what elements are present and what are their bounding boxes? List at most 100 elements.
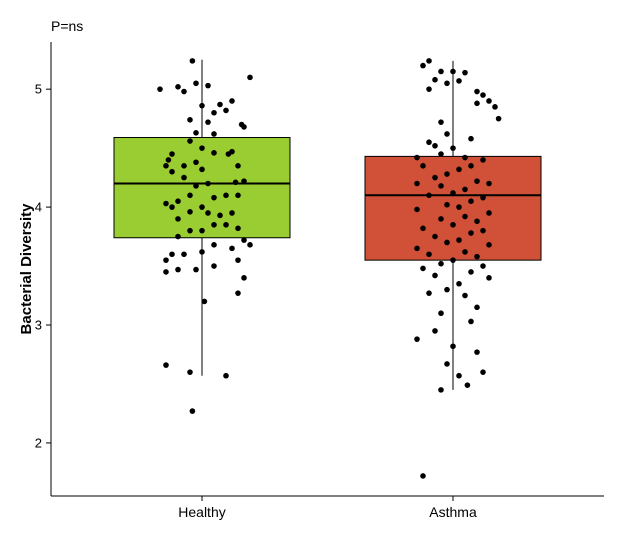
- healthy-point-42: [169, 204, 175, 210]
- asthma-point-49: [468, 230, 474, 236]
- healthy-point-49: [211, 221, 217, 228]
- asthma-point-21: [438, 151, 444, 157]
- asthma-point-52: [444, 239, 450, 246]
- healthy-point-36: [187, 192, 193, 199]
- healthy-point-64: [211, 263, 217, 269]
- asthma-point-43: [462, 213, 468, 220]
- asthma-point-10: [480, 92, 486, 98]
- asthma-point-9: [474, 88, 480, 95]
- boxes: [113, 59, 542, 390]
- asthma-point-42: [486, 210, 492, 216]
- healthy-point-72: [187, 369, 193, 375]
- asthma-point-56: [426, 251, 432, 258]
- healthy-point-7: [189, 58, 196, 64]
- healthy-point-63: [235, 257, 241, 263]
- x-tick-label-healthy: Healthy: [178, 504, 225, 520]
- healthy-point-9: [223, 107, 229, 114]
- healthy-point-74: [189, 408, 196, 414]
- healthy-point-10: [199, 102, 205, 109]
- asthma-point-80: [464, 382, 471, 388]
- p-value-annotation: P=ns: [51, 18, 83, 34]
- healthy-point-31: [181, 174, 187, 181]
- asthma-point-46: [450, 221, 456, 228]
- asthma-point-51: [456, 237, 462, 243]
- asthma-point-15: [438, 119, 444, 125]
- healthy-point-11: [211, 109, 217, 116]
- asthma-point-70: [438, 310, 444, 317]
- healthy-point-68: [241, 275, 247, 281]
- asthma-point-2: [438, 68, 444, 75]
- asthma-point-32: [414, 180, 420, 187]
- asthma-point-28: [444, 171, 450, 177]
- asthma-point-50: [432, 233, 438, 240]
- asthma-point-72: [432, 328, 438, 334]
- asthma-point-27: [456, 166, 462, 173]
- x-ticks: Healthy Asthma: [178, 496, 477, 520]
- healthy-point-21: [229, 148, 235, 155]
- healthy-point-66: [175, 266, 181, 273]
- healthy-point-70: [201, 298, 208, 305]
- y-ticks: 2 3 4 5: [35, 82, 51, 450]
- y-tick-label-2: 2: [35, 435, 42, 450]
- asthma-point-38: [468, 198, 474, 204]
- healthy-point-35: [193, 183, 199, 189]
- asthma-point-55: [462, 249, 468, 255]
- healthy-point-61: [169, 251, 175, 258]
- asthma-point-31: [486, 180, 492, 187]
- asthma-point-68: [426, 290, 432, 296]
- healthy-point-73: [223, 372, 229, 379]
- y-tick-label-3: 3: [35, 318, 42, 333]
- asthma-point-60: [480, 263, 486, 269]
- healthy-point-62: [163, 257, 169, 263]
- asthma-point-77: [444, 361, 450, 367]
- asthma-point-63: [432, 272, 438, 279]
- asthma-point-33: [438, 183, 444, 189]
- jitter-points: [157, 58, 502, 479]
- healthy-point-32: [241, 178, 247, 184]
- asthma-point-1: [420, 62, 426, 69]
- asthma-point-24: [480, 157, 486, 163]
- asthma-point-65: [456, 280, 462, 287]
- healthy-point-37: [211, 194, 217, 201]
- asthma-point-39: [444, 201, 450, 208]
- healthy-point-44: [229, 210, 235, 216]
- asthma-point-48: [480, 227, 486, 234]
- asthma-point-69: [474, 304, 480, 311]
- asthma-point-41: [414, 206, 420, 213]
- asthma-point-40: [456, 204, 462, 210]
- healthy-point-60: [181, 251, 187, 258]
- asthma-point-78: [456, 372, 462, 379]
- healthy-point-55: [241, 237, 247, 243]
- healthy-point-0: [157, 86, 163, 92]
- asthma-point-29: [432, 174, 438, 181]
- healthy-point-15: [241, 124, 247, 130]
- asthma-point-62: [468, 269, 474, 275]
- healthy-point-40: [175, 198, 181, 204]
- healthy-point-52: [187, 227, 193, 234]
- healthy-point-43: [199, 204, 205, 210]
- asthma-point-81: [420, 473, 426, 479]
- healthy-point-51: [235, 225, 241, 232]
- asthma-point-58: [450, 257, 456, 263]
- asthma-point-18: [426, 139, 432, 146]
- asthma-point-7: [456, 78, 462, 84]
- asthma-point-45: [474, 218, 480, 225]
- asthma-point-66: [444, 286, 450, 293]
- healthy-point-27: [163, 163, 169, 169]
- healthy-point-3: [193, 80, 199, 87]
- axes: [50, 42, 604, 497]
- asthma-point-67: [462, 292, 468, 299]
- asthma-point-6: [432, 76, 438, 83]
- healthy-point-5: [247, 74, 253, 81]
- healthy-point-48: [175, 216, 181, 222]
- healthy-point-8: [217, 101, 223, 108]
- asthma-point-36: [426, 192, 432, 199]
- healthy-point-50: [223, 221, 229, 228]
- y-tick-label-4: 4: [35, 200, 42, 215]
- asthma-point-19: [432, 142, 438, 149]
- healthy-point-57: [211, 242, 217, 248]
- healthy-point-24: [165, 157, 172, 163]
- healthy-point-53: [199, 227, 205, 234]
- healthy-point-34: [205, 180, 211, 187]
- healthy-point-69: [235, 290, 241, 296]
